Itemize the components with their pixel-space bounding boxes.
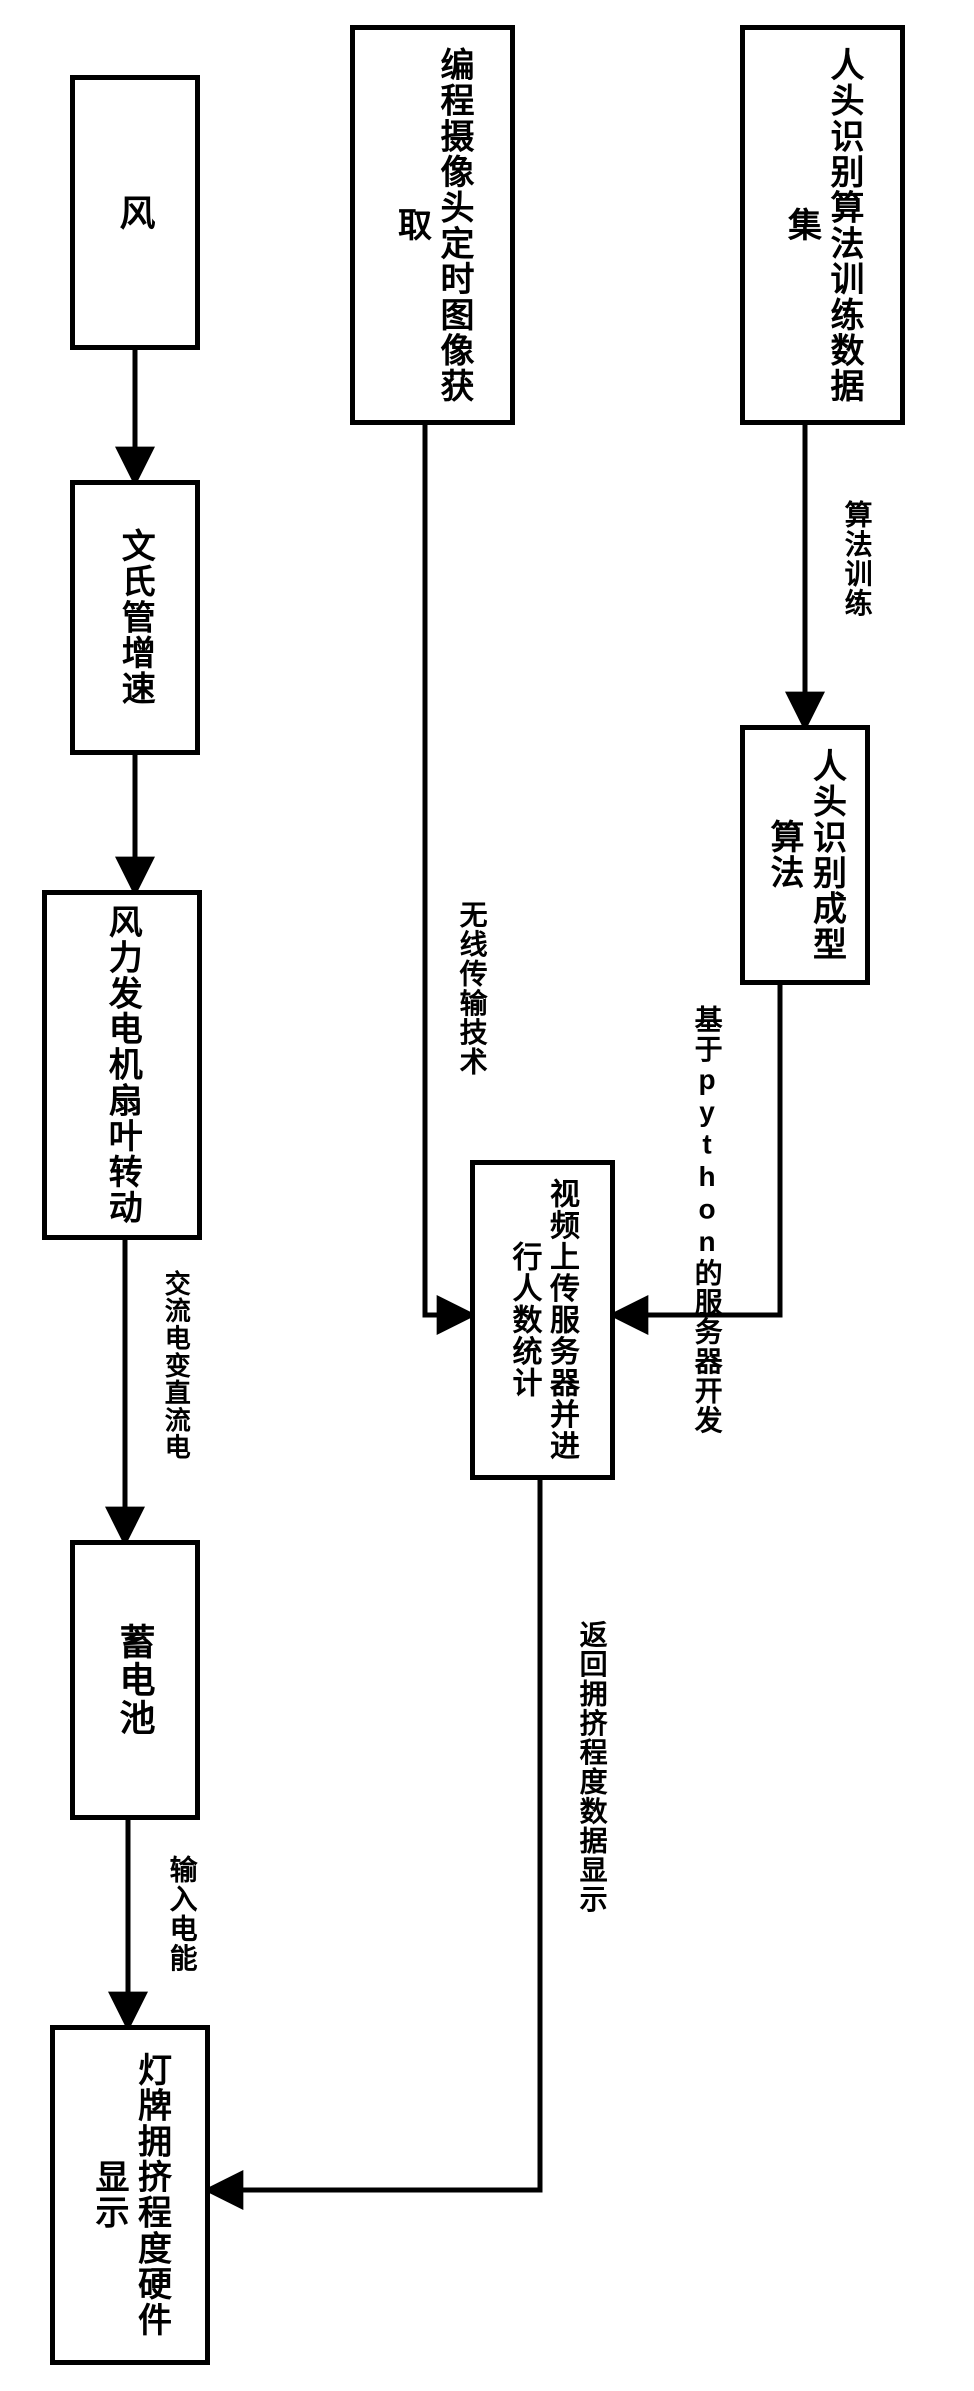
edge-label-n_model-n_server: 基于python的服务器开发 bbox=[690, 1005, 724, 1435]
node-n_camera: 编程摄像头定时图像获取 bbox=[350, 25, 515, 425]
node-n_display: 灯牌拥挤程度硬件显示 bbox=[50, 2025, 210, 2365]
node-n_server: 视频上传服务器并进行人数统计 bbox=[470, 1160, 615, 1480]
node-n_venturi: 文氏管增速 bbox=[70, 480, 200, 755]
edge-label-n_server-n_display: 返回拥挤程度数据显示 bbox=[575, 1620, 609, 1914]
node-n_battery: 蓄电池 bbox=[70, 1540, 200, 1820]
node-n_fan: 风力发电机扇叶转动 bbox=[42, 890, 202, 1240]
flowchart-canvas: 人头识别算法训练数据集人头识别成型算法 编程摄像头定时图像获取视频上传服务器并进行… bbox=[0, 0, 974, 2391]
edge-label-n_battery-n_display: 输入电能 bbox=[165, 1855, 199, 1973]
node-n_model: 人头识别成型算法 bbox=[740, 725, 870, 985]
edge-label-n_camera-n_server: 无线传输技术 bbox=[455, 900, 489, 1076]
edge-n_camera-n_server bbox=[425, 425, 470, 1315]
node-n_wind: 风 bbox=[70, 75, 200, 350]
node-n_dataset: 人头识别算法训练数据集 bbox=[740, 25, 905, 425]
edge-n_server-n_display bbox=[210, 1480, 540, 2190]
edge-label-n_fan-n_battery: 交流电变直流电 bbox=[160, 1270, 191, 1461]
edge-label-n_dataset-n_model: 算法训练 bbox=[840, 500, 874, 618]
